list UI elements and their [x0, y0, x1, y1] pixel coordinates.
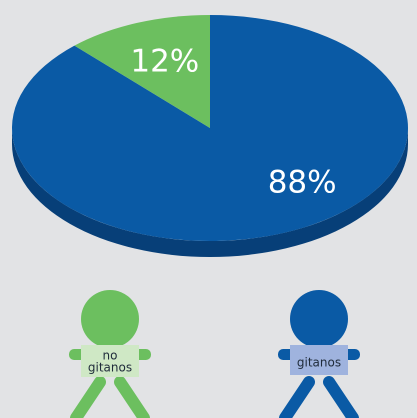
- figure-sign: [290, 345, 348, 375]
- figure-leg-left: [279, 376, 315, 418]
- pie-group: 12% 88%: [11, 15, 408, 257]
- pie-label-no-gitanos: 12%: [130, 43, 199, 79]
- figure-sign: [81, 345, 139, 377]
- pie-slice-no-gitanos: [74, 15, 210, 128]
- figure-gitanos: gitanos: [278, 290, 360, 418]
- pie-label-gitanos: 88%: [268, 165, 337, 201]
- pie-slice-gitanos: [11, 15, 408, 241]
- figure-sign-label: gitanos: [88, 361, 132, 375]
- figure-sign-label: no: [103, 349, 118, 363]
- figure-sign-label: gitanos: [297, 356, 341, 370]
- figure-leg-right: [323, 376, 359, 418]
- figure-head: [81, 290, 139, 348]
- figure-leg-left: [70, 376, 106, 418]
- figure-leg-right: [114, 376, 150, 418]
- figure-head: [290, 290, 348, 348]
